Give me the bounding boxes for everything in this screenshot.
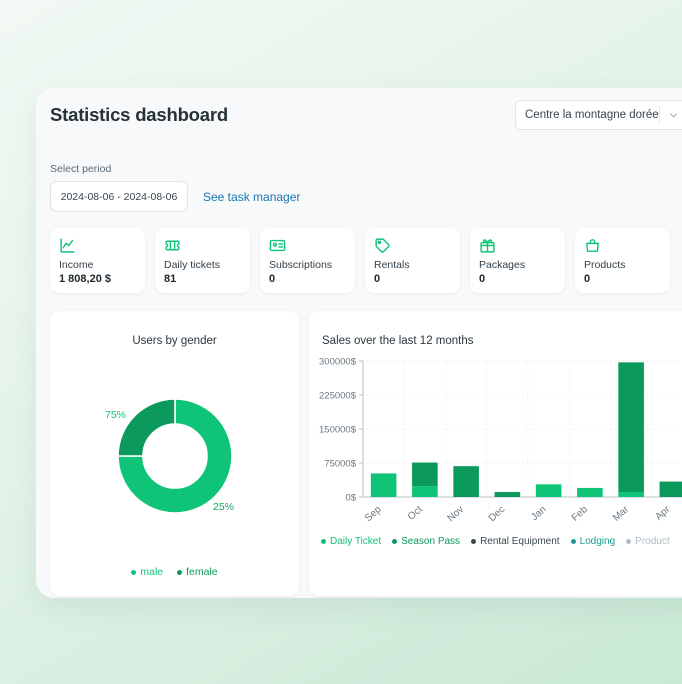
y-axis-label: 225000$ xyxy=(319,391,357,402)
gift-icon xyxy=(479,236,565,255)
stat-card-subscriptions[interactable]: Subscriptions 0 xyxy=(260,228,355,293)
legend-dot-icon xyxy=(626,539,632,544)
select-divider xyxy=(659,106,660,124)
x-axis-label: Sep xyxy=(363,504,384,524)
x-axis-label: Apr xyxy=(653,504,672,523)
legend-item-rental-equipment[interactable]: Rental Equipment xyxy=(471,536,560,547)
stat-card-value: 1 808,20 $ xyxy=(59,273,111,285)
charts-row: Users by gender 75% 25% male female Sale… xyxy=(50,311,682,596)
y-axis-label: 0$ xyxy=(345,493,356,504)
center-select-value: Centre la montagne dorée xyxy=(525,109,659,121)
legend-label: Lodging xyxy=(579,536,616,547)
gender-donut-chart xyxy=(116,398,233,514)
see-task-manager-link[interactable]: See task manager xyxy=(203,189,301,204)
donut-slice-female[interactable] xyxy=(116,398,176,457)
gender-chart-title: Users by gender xyxy=(132,335,217,347)
sales-bar-chart: 0$ 75000$ 150000$ 225000$ 300000$ Sep Oct Nov De… xyxy=(319,357,682,524)
legend-dot-icon xyxy=(471,539,477,544)
sales-chart-title: Sales over the last 12 months xyxy=(322,335,474,347)
bar-segment[interactable] xyxy=(494,492,521,497)
period-row: 2024-08-06 - 2024-08-06 See task manager xyxy=(50,181,300,212)
legend-dot-icon xyxy=(392,539,398,544)
stat-card-label: Rentals xyxy=(374,259,410,271)
stat-card-value: 81 xyxy=(164,273,177,285)
bar-segment[interactable] xyxy=(412,486,438,497)
donut-label-male: 75% xyxy=(105,409,127,421)
bar-segment[interactable] xyxy=(453,466,479,497)
center-select-dropdown[interactable]: Centre la montagne dorée xyxy=(515,100,682,130)
stat-card-value: 0 xyxy=(479,273,486,285)
legend-label: Rental Equipment xyxy=(480,536,560,547)
stat-card-daily-tickets[interactable]: Daily tickets 81 xyxy=(155,228,250,293)
legend-dot-icon xyxy=(131,569,137,575)
bag-icon xyxy=(584,236,670,255)
legend-item-daily-ticket[interactable]: Daily Ticket xyxy=(321,536,381,547)
stat-card-income[interactable]: Income 1 808,20 $ xyxy=(50,228,145,293)
legend-dot-icon xyxy=(570,539,576,544)
bar-segment[interactable] xyxy=(618,362,644,493)
line-chart-icon xyxy=(59,236,145,255)
page-title: Statistics dashboard xyxy=(50,104,228,125)
stat-card-label: Daily tickets xyxy=(164,259,221,271)
stat-card-label: Packages xyxy=(479,259,526,271)
stat-card-packages[interactable]: Packages 0 xyxy=(470,228,565,293)
bar-segment[interactable] xyxy=(535,484,562,497)
stat-card-label: Subscriptions xyxy=(269,259,333,271)
sales-legend: Daily Ticket Season Pass Rental Equipmen… xyxy=(321,536,682,547)
legend-dot-icon xyxy=(177,569,183,575)
legend-label: Product xyxy=(635,536,670,547)
period-label: Select period xyxy=(50,163,112,175)
ticket-icon xyxy=(164,236,250,255)
legend-label: Season Pass xyxy=(401,536,461,547)
donut-slice-male[interactable] xyxy=(116,398,233,514)
legend-label: Daily Ticket xyxy=(330,536,382,547)
y-axis-label: 150000$ xyxy=(319,425,357,436)
legend-item-male[interactable]: male xyxy=(131,566,163,578)
stat-card-label: Income xyxy=(59,259,94,271)
donut-label-female: 25% xyxy=(213,501,235,513)
legend-item-lodging[interactable]: Lodging xyxy=(570,536,616,547)
stat-card-rentals[interactable]: Rentals 0 xyxy=(365,228,460,293)
x-axis-label: Dec xyxy=(487,504,508,524)
sales-over-12-months-card: Sales over the last 12 months 0$ 75000$ 15… xyxy=(309,311,682,596)
x-axis-label: Mar xyxy=(611,504,632,524)
legend-label: female xyxy=(186,566,218,578)
bar-segment[interactable] xyxy=(412,462,438,487)
dashboard-panel: Statistics dashboard Centre la montagne … xyxy=(36,88,682,598)
chevron-down-icon[interactable] xyxy=(660,110,682,121)
x-axis-label: Jan xyxy=(529,504,548,523)
legend-label: male xyxy=(140,566,164,578)
bar-segment[interactable] xyxy=(370,473,397,497)
stat-card-label: Products xyxy=(584,259,626,271)
y-axis-label: 300000$ xyxy=(319,357,357,368)
x-axis-label: Feb xyxy=(570,504,590,524)
donut-svg xyxy=(116,398,233,514)
stat-card-products[interactable]: Products 0 xyxy=(575,228,670,293)
stat-card-value: 0 xyxy=(374,273,381,285)
bar-segment[interactable] xyxy=(659,481,682,497)
legend-dot-icon xyxy=(321,539,326,544)
date-range-input[interactable]: 2024-08-06 - 2024-08-06 xyxy=(50,181,188,212)
bar-segment[interactable] xyxy=(618,492,644,497)
panel-header: Statistics dashboard Centre la montagne … xyxy=(36,88,682,150)
stat-card-value: 0 xyxy=(269,273,276,285)
users-by-gender-card: Users by gender 75% 25% male female xyxy=(50,311,299,596)
legend-item-female[interactable]: female xyxy=(177,566,218,578)
stat-card-value: 0 xyxy=(584,273,591,285)
bar-segment[interactable] xyxy=(577,487,603,497)
stat-cards-row: Income 1 808,20 $ Daily tickets 81 Subsc… xyxy=(50,228,670,293)
x-axis-label: Oct xyxy=(406,504,425,523)
legend-item-season-pass[interactable]: Season Pass xyxy=(392,536,460,547)
x-axis-label: Nov xyxy=(446,504,467,524)
period-block: Select period 2024-08-06 - 2024-08-06 Se… xyxy=(50,163,300,212)
id-card-icon xyxy=(269,236,355,255)
y-axis-label: 75000$ xyxy=(324,459,356,470)
legend-item-product[interactable]: Product xyxy=(626,536,670,547)
gender-legend: male female xyxy=(50,566,299,578)
tag-icon xyxy=(374,236,460,255)
